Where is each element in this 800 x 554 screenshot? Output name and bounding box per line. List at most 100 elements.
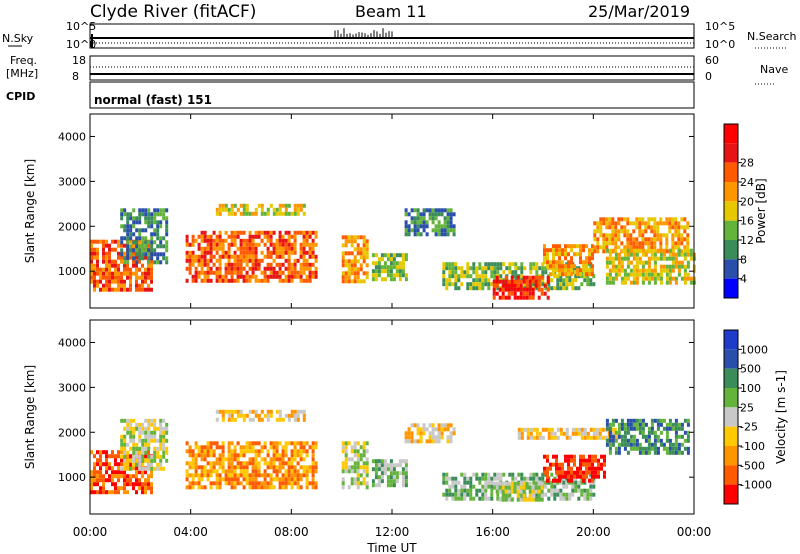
data-cell: [162, 442, 166, 447]
data-cell: [614, 418, 618, 423]
data-cell: [522, 279, 526, 284]
data-cell: [206, 234, 210, 239]
data-cell: [546, 279, 550, 284]
data-cell: [565, 431, 569, 436]
data-cell: [132, 418, 136, 423]
data-cell: [407, 212, 411, 217]
data-cell: [108, 454, 111, 459]
data-cell: [626, 422, 630, 427]
data-cell: [233, 449, 237, 454]
data-cell: [534, 283, 538, 288]
data-cell: [123, 482, 126, 487]
data-cell: [287, 461, 291, 466]
data-cell: [570, 248, 573, 253]
data-cell: [472, 286, 476, 291]
data-cell: [437, 427, 441, 432]
data-cell: [484, 472, 488, 477]
data-cell: [550, 286, 554, 291]
data-cell: [350, 445, 354, 450]
data-cell: [493, 472, 497, 477]
data-cell: [347, 267, 351, 272]
data-cell: [263, 461, 267, 466]
data-cell: [96, 267, 99, 272]
data-cell: [520, 476, 524, 481]
data-cell: [239, 461, 243, 466]
data-cell: [647, 260, 651, 265]
data-cell: [165, 458, 169, 463]
data-cell: [144, 430, 148, 435]
data-cell: [553, 488, 557, 493]
data-cell: [574, 431, 578, 436]
data-cell: [185, 473, 189, 478]
data-cell: [200, 230, 204, 235]
data-cell: [437, 220, 441, 225]
data-cell: [522, 485, 526, 490]
data-cell: [272, 266, 276, 271]
data-cell: [185, 266, 189, 271]
data-cell: [153, 422, 157, 427]
data-cell: [203, 270, 207, 275]
data-cell: [449, 224, 453, 229]
data-cell: [449, 423, 453, 428]
velocity-colorbar-label: Velocity [m s-1]: [774, 370, 788, 464]
data-cell: [233, 270, 237, 275]
data-cell: [299, 262, 303, 267]
data-cell: [448, 270, 452, 275]
data-cell: [413, 423, 417, 428]
data-cell: [599, 233, 603, 238]
data-cell: [475, 492, 479, 497]
data-cell: [505, 266, 509, 271]
site-title: Clyde River (fitACF): [90, 2, 256, 22]
data-cell: [472, 496, 476, 501]
data-cell: [356, 271, 360, 276]
data-cell: [305, 465, 309, 470]
data-cell: [311, 485, 315, 490]
data-cell: [191, 238, 195, 243]
data-cell: [448, 274, 452, 279]
data-cell: [129, 418, 133, 423]
data-cell: [269, 461, 273, 466]
data-cell: [562, 286, 566, 291]
data-cell: [263, 270, 267, 275]
data-cell: [150, 474, 153, 479]
data-cell: [117, 462, 120, 467]
data-cell: [275, 469, 279, 474]
data-cell: [90, 486, 93, 491]
data-cell: [511, 476, 515, 481]
data-cell: [677, 446, 681, 451]
data-cell: [593, 221, 597, 226]
data-cell: [353, 461, 357, 466]
data-cell: [245, 238, 249, 243]
data-cell: [254, 274, 258, 279]
data-cell: [508, 270, 512, 275]
data-cell: [123, 478, 126, 483]
data-cell: [96, 239, 99, 244]
data-cell: [517, 431, 521, 436]
data-cell: [362, 251, 366, 256]
data-cell: [138, 470, 141, 475]
data-cell: [492, 291, 496, 296]
data-cell: [490, 262, 494, 267]
data-cell: [407, 224, 411, 229]
data-cell: [138, 446, 142, 451]
data-cell: [504, 295, 508, 300]
data-cell: [674, 434, 678, 439]
data-cell: [677, 434, 681, 439]
data-cell: [501, 287, 505, 292]
data-cell: [96, 450, 99, 455]
data-cell: [162, 430, 166, 435]
data-cell: [608, 422, 612, 427]
data-cell: [105, 251, 108, 256]
data-cell: [159, 438, 163, 443]
data-cell: [123, 287, 126, 292]
data-cell: [460, 266, 464, 271]
data-cell: [510, 283, 514, 288]
data-cell: [490, 484, 494, 489]
data-cell: [683, 430, 687, 435]
data-cell: [591, 256, 594, 261]
data-cell: [233, 473, 237, 478]
data-cell: [230, 234, 234, 239]
data-cell: [90, 474, 93, 479]
data-cell: [481, 488, 485, 493]
data-cell: [437, 228, 441, 233]
